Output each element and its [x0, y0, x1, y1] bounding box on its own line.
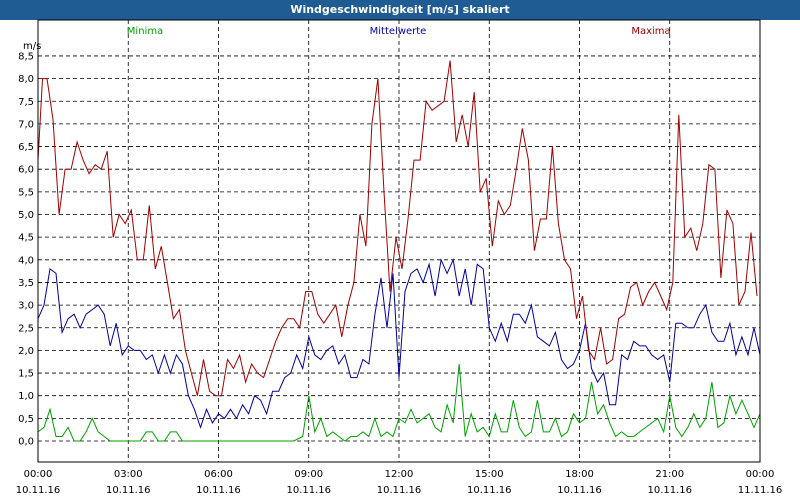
x-tick-time: 00:00	[746, 469, 775, 480]
legend-mittelwerte: Mittelwerte	[370, 26, 427, 37]
x-tick-time: 00:00	[24, 469, 53, 480]
legend-minima: Minima	[127, 26, 163, 37]
x-tick-date: 10.11.16	[16, 485, 61, 496]
y-tick-label: 4,5	[18, 233, 34, 244]
y-tick-label: 7,5	[18, 97, 34, 108]
x-tick-time: 21:00	[655, 469, 684, 480]
plot-frame	[37, 19, 761, 463]
x-tick-date: 10.11.16	[377, 485, 422, 496]
y-tick-label: 0,0	[18, 437, 34, 448]
x-tick-time: 09:00	[294, 469, 323, 480]
series-line-mittelwerte	[37, 258, 761, 429]
x-tick-date: 10.11.16	[557, 485, 602, 496]
y-tick-label: 3,0	[18, 301, 34, 312]
x-tick-time: 06:00	[204, 469, 233, 480]
y-tick-label: 2,0	[18, 346, 34, 357]
x-tick-time: 15:00	[475, 469, 504, 480]
legend-maxima: Maxima	[631, 26, 670, 37]
x-tick-date: 10.11.16	[647, 485, 692, 496]
y-tick-label: 6,0	[18, 165, 34, 176]
grid	[38, 20, 760, 462]
y-tick-label: 5,0	[18, 210, 34, 221]
series-line-minima	[37, 363, 761, 442]
x-tick-date: 11.11.16	[738, 485, 783, 496]
y-tick-labels: 0,0 0,5 1,0 1,5 2,0 2,5 3,0 3,5 4,0 4,5 5,0 5,5 6,0 6…	[18, 51, 34, 447]
y-tick-label: 0,5	[18, 414, 34, 425]
legend: Minima Mittelwerte Maxima	[127, 26, 671, 37]
y-tick-label: 5,5	[18, 187, 34, 198]
x-tick-date: 10.11.16	[467, 485, 512, 496]
x-tick-time: 03:00	[114, 469, 143, 480]
y-tick-label: 1,0	[18, 391, 34, 402]
y-tick-label: 6,5	[18, 142, 34, 153]
x-tick-date: 10.11.16	[286, 485, 331, 496]
chart-title: Windgeschwindigkeit [m/s] skaliert	[0, 0, 800, 20]
x-tick-time: 18:00	[565, 469, 594, 480]
y-tick-label: 3,5	[18, 278, 34, 289]
series-line-maxima	[37, 60, 758, 397]
x-tick-date: 10.11.16	[106, 485, 151, 496]
y-tick-label: 2,5	[18, 323, 34, 334]
y-tick-label: 7,0	[18, 119, 34, 130]
y-tick-label: 4,0	[18, 255, 34, 266]
y-tick-label: 8,0	[18, 74, 34, 85]
x-tick-time: 12:00	[385, 469, 414, 480]
y-tick-label: 8,5	[18, 51, 34, 62]
y-axis-label: m/s	[23, 41, 41, 52]
x-tick-date: 10.11.16	[196, 485, 241, 496]
y-tick-label: 1,5	[18, 369, 34, 380]
x-tick-labels: 00:00 10.11.16 03:00 10.11.16 06:00 10.11.16 0…	[16, 469, 783, 496]
series-group	[37, 60, 761, 442]
